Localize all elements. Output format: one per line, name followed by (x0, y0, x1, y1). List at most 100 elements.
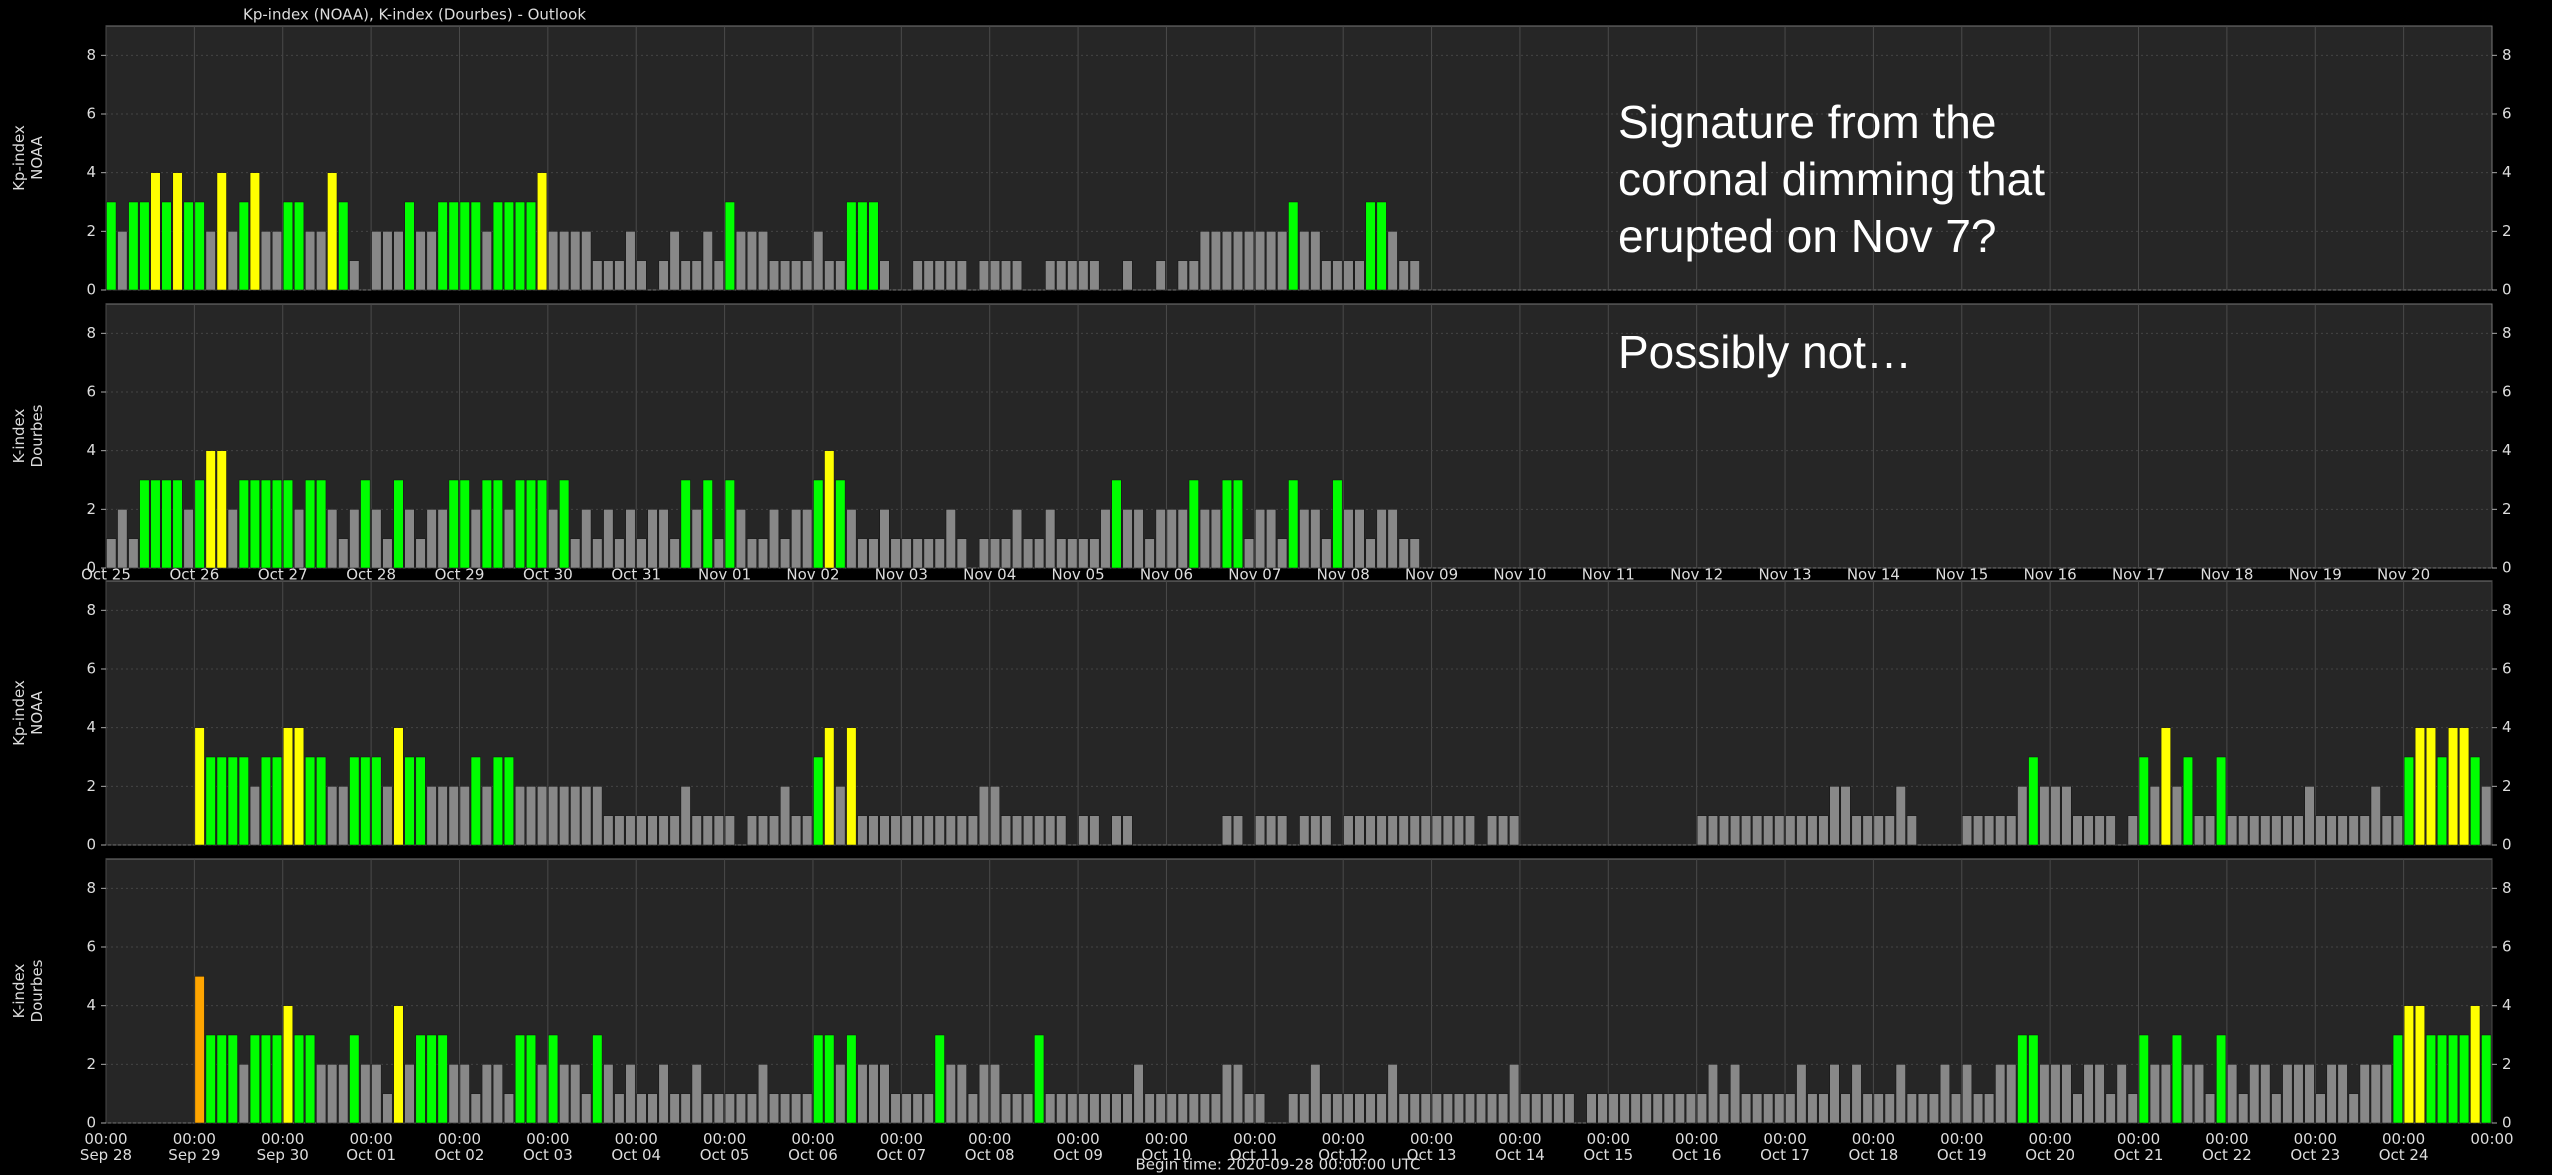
bar (1829, 1064, 1840, 1124)
bar (2459, 1034, 2470, 1124)
bar (813, 1034, 824, 1124)
x-tick-date: Oct 22 (2202, 1146, 2252, 1164)
bar (1001, 815, 1012, 846)
bar (2315, 815, 2326, 846)
bar (1354, 509, 1365, 569)
x-tick-label: Nov 01 (698, 566, 751, 584)
bar (249, 786, 260, 846)
bar (514, 479, 526, 569)
bar (691, 1064, 702, 1124)
y-axis-label-line: K-index (10, 964, 28, 1019)
bar (1785, 1093, 1796, 1124)
bar (360, 1064, 371, 1124)
bar (216, 1034, 227, 1124)
bar (249, 1034, 260, 1124)
bar (625, 815, 636, 846)
bar (2006, 1064, 2017, 1124)
bar (1277, 231, 1288, 291)
bar (459, 1064, 470, 1124)
bar (2414, 727, 2425, 846)
bar (2050, 786, 2061, 846)
bar (1763, 815, 1774, 846)
y-axis-label: Kp-indexNOAA (10, 125, 46, 191)
bar (1210, 509, 1221, 569)
bar (1906, 815, 1917, 846)
x-tick-time: 00:00 (438, 1130, 481, 1148)
bar (106, 201, 117, 291)
bar (194, 479, 205, 569)
bar (2149, 786, 2160, 846)
bar (559, 786, 570, 846)
bar (2216, 1034, 2227, 1124)
bar (868, 815, 879, 846)
bar (2061, 786, 2072, 846)
bar (1310, 231, 1321, 291)
bar (835, 479, 846, 569)
y-tick-label: 6 (2502, 938, 2512, 956)
x-tick-label: Nov 06 (1140, 566, 1193, 584)
bar (824, 260, 835, 291)
bar (1155, 509, 1166, 569)
bar (901, 1093, 912, 1124)
bar (360, 756, 371, 846)
bar (1774, 815, 1785, 846)
bar (503, 509, 514, 569)
bar (1365, 815, 1376, 846)
bar (1984, 1093, 1995, 1124)
bar (2370, 1064, 2381, 1124)
y-axis-label-line: Kp-index (10, 680, 28, 746)
bar (2227, 1064, 2238, 1124)
bar (1321, 1093, 1332, 1124)
x-tick-label: Nov 15 (1935, 566, 1988, 584)
bar (802, 509, 813, 569)
x-tick-time: 00:00 (84, 1130, 127, 1148)
bar (945, 815, 956, 846)
x-tick-label: Nov 04 (963, 566, 1016, 584)
bar (1862, 815, 1873, 846)
bar (835, 260, 846, 291)
bar (1995, 815, 2006, 846)
bar (1045, 260, 1056, 291)
bar (1840, 786, 1851, 846)
bar (702, 479, 713, 569)
bar (1177, 509, 1188, 569)
y-tick-label: 6 (86, 383, 96, 401)
bar (1221, 815, 1232, 846)
bar (526, 1034, 537, 1124)
bar (1299, 231, 1310, 291)
x-tick-label: 00:00 Oct 15 (1583, 1130, 1633, 1164)
y-tick-label: 4 (2502, 996, 2512, 1014)
bar (2138, 1034, 2149, 1124)
bar (879, 1064, 890, 1124)
bar (1199, 509, 1210, 569)
y-tick-label: 8 (2502, 324, 2512, 342)
annotations: Signature from the coronal dimming that … (1618, 96, 2045, 378)
y-axis-label-line: K-index (10, 409, 28, 464)
bar (316, 756, 327, 846)
bar (2293, 815, 2304, 846)
bar (636, 1093, 647, 1124)
bar (2403, 756, 2414, 846)
x-tick-time: 00:00 (1763, 1130, 1806, 1148)
bar (956, 260, 967, 291)
bar (2127, 815, 2138, 846)
bar (227, 1034, 238, 1124)
bar (1409, 538, 1420, 569)
bar (1719, 815, 1730, 846)
x-tick-time: 00:00 (2117, 1130, 2160, 1148)
bar (1873, 1093, 1884, 1124)
bar (128, 201, 139, 291)
x-tick-date: Oct 05 (700, 1146, 750, 1164)
bar (1221, 231, 1232, 291)
bar (989, 260, 1000, 291)
bar (813, 756, 824, 846)
bar (1343, 509, 1354, 569)
bar (1255, 231, 1266, 291)
bar (1023, 538, 1034, 569)
bar (1475, 1093, 1487, 1124)
annotation: Possibly not… (1618, 326, 1912, 378)
bar (1763, 1093, 1774, 1124)
bar (614, 538, 625, 569)
bar (2094, 1064, 2105, 1124)
y-tick-label: 2 (86, 500, 96, 518)
